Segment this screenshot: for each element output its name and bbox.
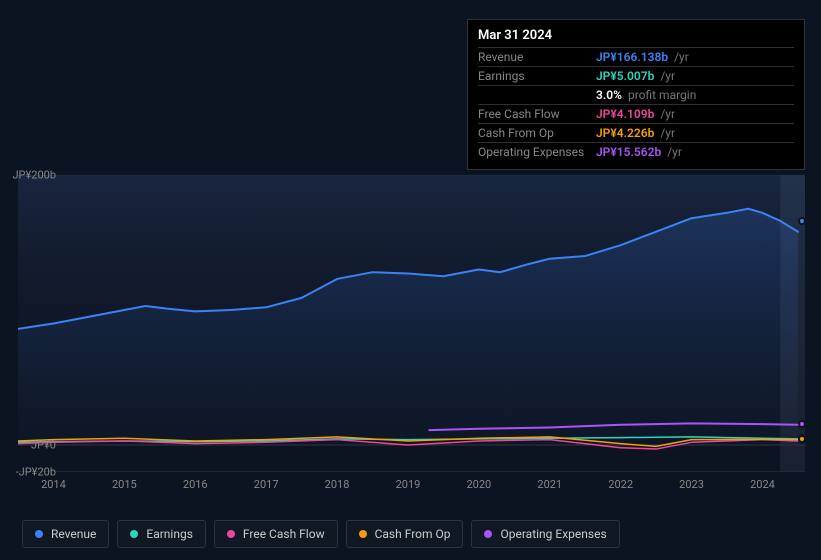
legend-dot-icon [227,530,235,538]
tooltip-row-value: JP¥15.562b [596,145,661,159]
series-marker-cashop [798,435,806,443]
tooltip-row-label: Revenue [478,50,596,64]
legend-label: Revenue [51,527,96,541]
legend-label: Earnings [146,527,193,541]
tooltip-row-value: 3.0% [596,88,622,102]
chart[interactable]: JP¥200bJP¥0-JP¥20b 201420152016201720182… [18,160,805,500]
legend-dot-icon [484,530,492,538]
x-axis-label: 2024 [750,478,775,491]
tooltip-date: Mar 31 2024 [478,28,794,43]
tooltip-row-value: JP¥4.109b [596,107,654,121]
x-axis-label: 2020 [466,478,491,491]
legend-dot-icon [35,530,43,538]
tooltip-row: RevenueJP¥166.138b /yr [478,47,794,66]
legend-label: Free Cash Flow [243,527,325,541]
x-axis-label: 2016 [183,478,208,491]
legend-dot-icon [130,530,138,538]
x-axis-label: 2014 [41,478,66,491]
y-axis-label: JP¥200b [8,169,56,182]
tooltip-row-unit: /yr [657,107,675,121]
x-axis-label: 2019 [396,478,421,491]
legend-item-operating-expenses[interactable]: Operating Expenses [471,520,619,548]
tooltip-row-label: Operating Expenses [478,145,596,159]
tooltip-row: Free Cash FlowJP¥4.109b /yr [478,104,794,123]
series-marker-opex [798,420,806,428]
legend-item-cash-from-op[interactable]: Cash From Op [346,520,464,548]
tooltip-row-unit: /yr [657,69,675,83]
tooltip-row-label: Cash From Op [478,126,596,140]
tooltip-panel: Mar 31 2024 RevenueJP¥166.138b /yrEarnin… [467,19,805,170]
series-marker-revenue [798,217,806,225]
tooltip-row-value: JP¥4.226b [596,126,654,140]
tooltip-row-value: JP¥5.007b [596,69,654,83]
legend-item-earnings[interactable]: Earnings [117,520,206,548]
legend-dot-icon [359,530,367,538]
tooltip-row-label: Free Cash Flow [478,107,596,121]
legend-label: Cash From Op [375,527,451,541]
tooltip-row: EarningsJP¥5.007b /yr [478,66,794,85]
x-axis-label: 2021 [537,478,562,491]
tooltip-row-value: JP¥166.138b [596,50,668,64]
tooltip-row: 3.0% profit margin [478,85,794,104]
tooltip-row-label [478,88,596,102]
tooltip-row-unit: /yr [664,145,682,159]
x-axis-label: 2022 [608,478,633,491]
legend-item-revenue[interactable]: Revenue [22,520,109,548]
chart-plot [18,175,805,472]
x-axis-label: 2018 [325,478,350,491]
tooltip-row-unit: /yr [657,126,675,140]
tooltip-row: Cash From OpJP¥4.226b /yr [478,123,794,142]
x-axis-label: 2015 [112,478,137,491]
y-axis-label: -JP¥20b [8,466,56,479]
tooltip-row-label: Earnings [478,69,596,83]
x-axis-label: 2023 [679,478,704,491]
legend: Revenue Earnings Free Cash Flow Cash From O… [22,520,620,548]
legend-label: Operating Expenses [500,527,606,541]
tooltip-row: Operating ExpensesJP¥15.562b /yr [478,142,794,161]
y-axis-label: JP¥0 [8,439,56,452]
legend-item-free-cash-flow[interactable]: Free Cash Flow [214,520,338,548]
x-axis-label: 2017 [254,478,279,491]
tooltip-row-unit: /yr [671,50,689,64]
tooltip-row-unit: profit margin [625,88,696,102]
